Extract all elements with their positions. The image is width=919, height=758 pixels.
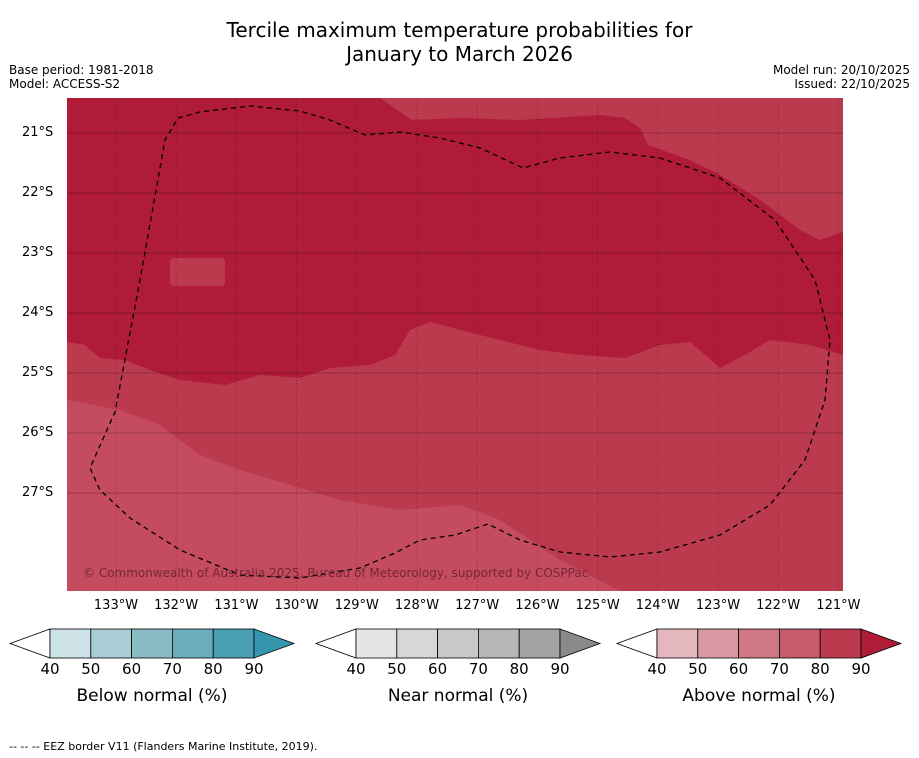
colorbar-extend-low <box>615 628 658 659</box>
colorbar-extend-high <box>860 628 903 659</box>
model-name: Model: ACCESS-S2 <box>9 77 121 91</box>
colorbar-segment <box>738 628 780 659</box>
colorbar-segment <box>90 628 133 659</box>
colorbar-tick-label: 90 <box>244 660 264 678</box>
colorbar-segment <box>477 628 520 659</box>
colorbar-extend-high <box>559 628 602 659</box>
colorbars <box>8 628 903 659</box>
chart-title: Tercile maximum temperature probabilitie… <box>0 18 919 66</box>
colorbar-segment <box>171 628 214 659</box>
colorbar-segment <box>437 628 479 659</box>
colorbar-tick-label: 70 <box>769 660 789 678</box>
band-above-90 <box>67 98 843 385</box>
colorbar-extend-low <box>8 628 51 659</box>
lon-label: 125°W <box>575 598 620 613</box>
colorbar-tick-label: 60 <box>428 660 448 678</box>
lon-label: 130°W <box>274 598 319 613</box>
colorbar-tick-label: 80 <box>203 660 223 678</box>
lon-label: 126°W <box>515 598 560 613</box>
copyright-notice: © Commonwealth of Australia 2025, Bureau… <box>83 566 588 580</box>
lon-label: 133°W <box>93 598 139 613</box>
colorbar-tick-label: 60 <box>729 660 749 678</box>
colorbar-tick-label: 50 <box>81 660 101 678</box>
lon-label: 127°W <box>455 598 500 613</box>
colorbar-segment <box>131 628 173 659</box>
meta-right: Model run: 20/10/2025 Issued: 22/10/2025 <box>773 63 910 91</box>
colorbar-tick-label: 60 <box>122 660 142 678</box>
above-normal-title: Above normal (%) <box>682 686 836 706</box>
colorbar-tick-label: 80 <box>509 660 529 678</box>
issued-date: Issued: 22/10/2025 <box>794 77 910 91</box>
colorbar-tick-label: 40 <box>40 660 60 678</box>
colorbar-segment <box>355 628 398 659</box>
colorbar-tick-label: 40 <box>647 660 667 678</box>
near-normal-title: Near normal (%) <box>387 686 529 706</box>
colorbar-tick-label: 70 <box>162 660 182 678</box>
lon-label: 131°W <box>214 598 259 613</box>
lat-label: 22°S <box>22 185 54 200</box>
lon-label: 124°W <box>635 598 680 613</box>
colorbar-tick-label: 90 <box>851 660 871 678</box>
model-run: Model run: 20/10/2025 <box>772 63 910 77</box>
colorbar-segment <box>697 628 739 659</box>
colorbar-segment <box>819 628 862 659</box>
colorbar-extend-low <box>314 628 357 659</box>
below-normal-title: Below normal (%) <box>76 686 228 706</box>
lon-label: 122°W <box>756 598 801 613</box>
probability-field <box>67 98 843 591</box>
below-colorbar <box>8 628 296 659</box>
colorbar-tick-label: 90 <box>550 660 570 678</box>
lon-label: 128°W <box>394 598 440 613</box>
lat-label: 21°S <box>22 125 54 140</box>
colorbar-extend-high <box>253 628 296 659</box>
inset-patch-80 <box>170 258 225 286</box>
eez-border <box>89 105 831 579</box>
colorbar-tick-label: 80 <box>810 660 830 678</box>
graticule <box>67 98 843 591</box>
colorbar-segment <box>212 628 255 659</box>
lon-label: 123°W <box>695 598 741 613</box>
meta-left: Base period: 1981-2018 Model: ACCESS-S2 <box>9 63 154 91</box>
lon-label: 129°W <box>334 598 379 613</box>
lat-label: 25°S <box>22 365 54 380</box>
colorbar-tick-label: 50 <box>688 660 708 678</box>
colorbar-segment <box>656 628 699 659</box>
lon-label: 132°W <box>154 598 199 613</box>
lat-label: 24°S <box>22 305 54 320</box>
title-line-1: Tercile maximum temperature probabilitie… <box>226 18 693 42</box>
colorbar-tick-label: 40 <box>346 660 366 678</box>
base-period: Base period: 1981-2018 <box>9 63 154 77</box>
colorbar-tick-label: 50 <box>387 660 407 678</box>
lon-label: 121°W <box>816 598 861 613</box>
colorbar-tick-label: 70 <box>468 660 488 678</box>
above-colorbar <box>615 628 903 659</box>
title-line-2: January to March 2026 <box>346 42 573 66</box>
eez-legend-note: -- -- -- EEZ border V11 (Flanders Marine… <box>9 740 318 753</box>
colorbar-segment <box>518 628 561 659</box>
lat-label: 26°S <box>22 425 54 440</box>
lat-label: 27°S <box>22 485 54 500</box>
colorbar-segment <box>396 628 438 659</box>
lat-label: 23°S <box>22 245 54 260</box>
colorbar-segment <box>779 628 821 659</box>
near-colorbar <box>314 628 602 659</box>
colorbar-segment <box>49 628 92 659</box>
